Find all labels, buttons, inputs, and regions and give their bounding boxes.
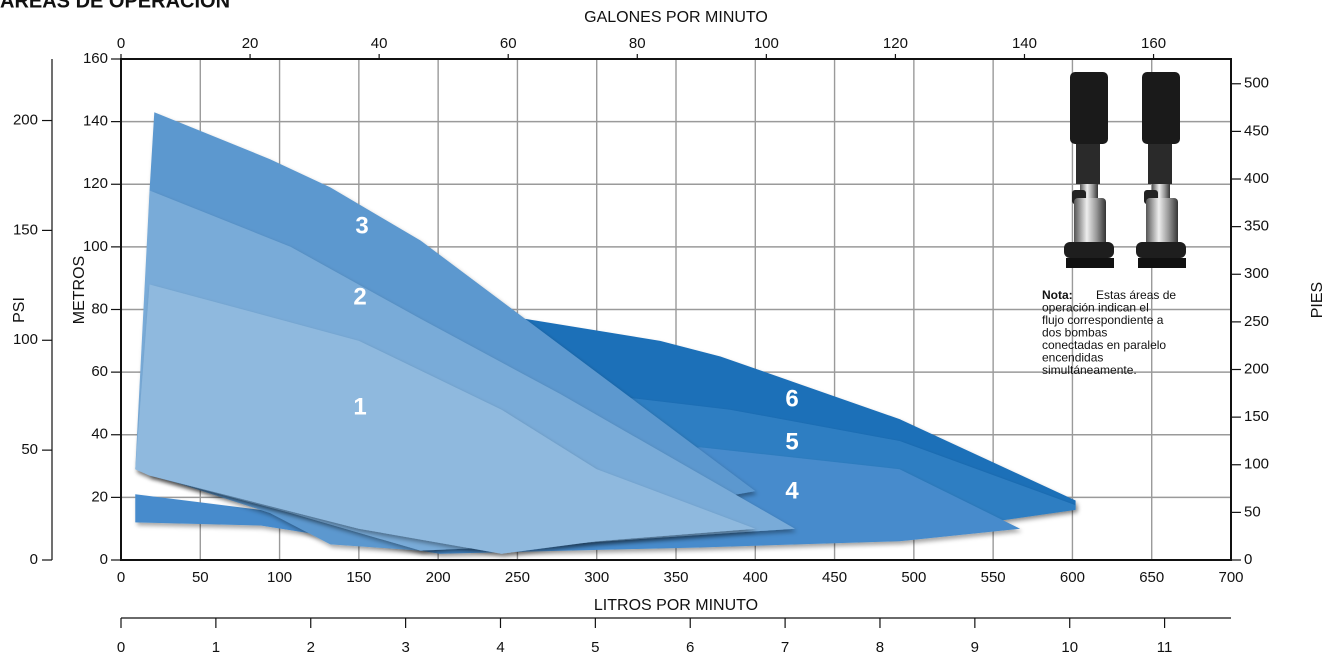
y-axis-title: METROS bbox=[71, 256, 88, 324]
note-line: encendidas bbox=[1042, 351, 1103, 365]
x-tick-label: 50 bbox=[192, 569, 209, 586]
top-tick-label: 0 bbox=[117, 35, 125, 52]
bottom-tick-label: 5 bbox=[591, 639, 599, 652]
x-tick-label: 250 bbox=[505, 569, 530, 586]
y-tick-label: 160 bbox=[83, 50, 108, 67]
x-tick-label: 700 bbox=[1218, 569, 1243, 586]
top-tick-label: 80 bbox=[629, 35, 646, 52]
right-tick-label: 0 bbox=[1244, 551, 1252, 568]
y-tick-label: 0 bbox=[100, 551, 108, 568]
right-tick-label: 100 bbox=[1244, 456, 1269, 473]
left-tick-label: 0 bbox=[30, 551, 38, 568]
x-tick-label: 300 bbox=[584, 569, 609, 586]
note-line: simultáneamente. bbox=[1042, 363, 1137, 377]
bottom-tick-label: 0 bbox=[117, 639, 125, 652]
right-tick-label: 500 bbox=[1244, 75, 1269, 92]
left-tick-label: 200 bbox=[13, 111, 38, 128]
y-tick-label: 120 bbox=[83, 175, 108, 192]
x-tick-label: 200 bbox=[426, 569, 451, 586]
right-tick-label: 150 bbox=[1244, 408, 1269, 425]
bottom-tick-label: 3 bbox=[401, 639, 409, 652]
area-label: 6 bbox=[785, 385, 798, 412]
left-tick-label: 150 bbox=[13, 221, 38, 238]
x-axis-title: LITROS POR MINUTO bbox=[594, 597, 758, 614]
area-label: 2 bbox=[353, 283, 366, 310]
bottom-tick-label: 2 bbox=[307, 639, 315, 652]
left-tick-label: 50 bbox=[21, 441, 38, 458]
operating-area bbox=[135, 284, 756, 554]
y-tick-label: 140 bbox=[83, 113, 108, 130]
top-tick-label: 140 bbox=[1012, 35, 1037, 52]
y-tick-label: 100 bbox=[83, 238, 108, 255]
y-tick-label: 40 bbox=[91, 426, 108, 443]
x-tick-label: 150 bbox=[346, 569, 371, 586]
right-tick-label: 350 bbox=[1244, 218, 1269, 235]
x-tick-label: 650 bbox=[1139, 569, 1164, 586]
x-tick-label: 450 bbox=[822, 569, 847, 586]
top-tick-label: 40 bbox=[371, 35, 388, 52]
x-tick-label: 100 bbox=[267, 569, 292, 586]
x-tick-label: 0 bbox=[117, 569, 125, 586]
right-tick-label: 300 bbox=[1244, 265, 1269, 282]
plot-frame bbox=[120, 58, 1232, 561]
area-label: 4 bbox=[785, 477, 799, 504]
area-label: 1 bbox=[353, 393, 366, 420]
x-tick-label: 500 bbox=[901, 569, 926, 586]
x-tick-label: 400 bbox=[743, 569, 768, 586]
note-line: operación indican el bbox=[1042, 301, 1149, 315]
note-line: conectadas en paralelo bbox=[1042, 338, 1166, 352]
bottom-tick-label: 9 bbox=[971, 639, 979, 652]
top-tick-label: 120 bbox=[883, 35, 908, 52]
y-tick-label: 80 bbox=[91, 300, 108, 317]
area-label: 3 bbox=[355, 212, 368, 239]
axes-layer: 0 50 100 150 200 250 300 350 400 450 500 550 600 650 7… bbox=[13, 35, 1269, 652]
bottom-tick-label: 4 bbox=[496, 639, 504, 652]
top-tick-label: 160 bbox=[1141, 35, 1166, 52]
left-tick-label: 100 bbox=[13, 331, 38, 348]
right-tick-label: 400 bbox=[1244, 170, 1269, 187]
bottom-tick-label: 6 bbox=[686, 639, 694, 652]
bottom-tick-label: 1 bbox=[212, 639, 220, 652]
note-label: Nota: bbox=[1042, 288, 1073, 302]
right-tick-label: 450 bbox=[1244, 122, 1269, 139]
note-line: Estas áreas de bbox=[1096, 288, 1176, 302]
area-label: 5 bbox=[785, 428, 798, 455]
right-tick-label: 250 bbox=[1244, 313, 1269, 330]
pump-illustration bbox=[1064, 72, 1186, 268]
x-tick-label: 600 bbox=[1060, 569, 1085, 586]
y-tick-label: 60 bbox=[91, 363, 108, 380]
x-tick-label: 550 bbox=[981, 569, 1006, 586]
chart-title: ÁREAS DE OPERACIÓN bbox=[0, 0, 230, 12]
left-axis-title: PSI bbox=[11, 297, 28, 323]
note-line: dos bombas bbox=[1042, 326, 1107, 340]
top-axis-title: GALONES POR MINUTO bbox=[584, 9, 768, 26]
bottom-tick-label: 10 bbox=[1061, 639, 1078, 652]
bottom-tick-label: 8 bbox=[876, 639, 884, 652]
x-tick-label: 350 bbox=[663, 569, 688, 586]
bottom-tick-label: 11 bbox=[1157, 639, 1173, 652]
right-axis-title: PIES bbox=[1309, 282, 1326, 318]
right-tick-label: 200 bbox=[1244, 360, 1269, 377]
note-line: flujo correspondiente a bbox=[1042, 313, 1164, 327]
top-tick-label: 100 bbox=[754, 35, 779, 52]
y-tick-label: 20 bbox=[91, 488, 108, 505]
right-tick-label: 50 bbox=[1244, 503, 1261, 520]
top-tick-label: 60 bbox=[500, 35, 517, 52]
bottom-tick-label: 7 bbox=[781, 639, 789, 652]
area-layer: 6 5 4 3 2 1 bbox=[135, 112, 1076, 554]
top-tick-label: 20 bbox=[242, 35, 259, 52]
